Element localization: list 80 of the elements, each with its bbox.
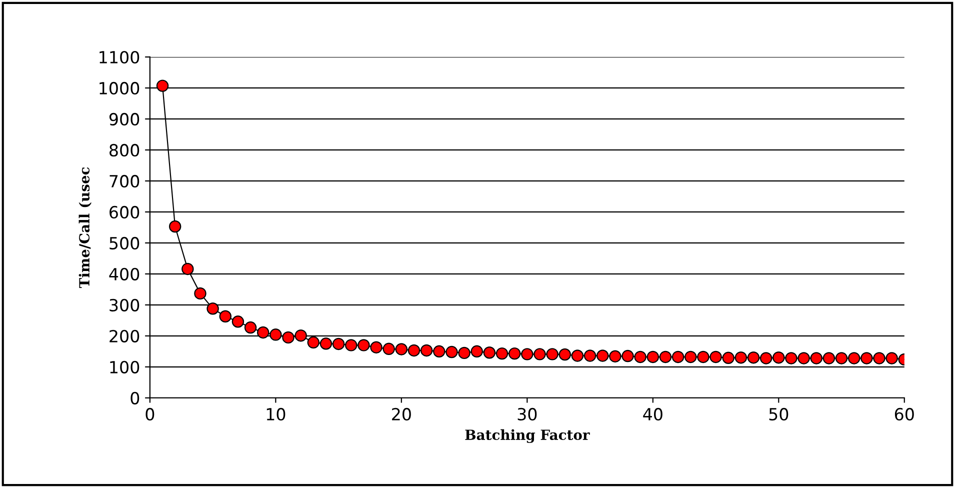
point (684, 350, 697, 364)
point (508, 347, 521, 360)
x-tick-label: 50 (769, 408, 788, 420)
point (646, 350, 660, 364)
point (622, 350, 634, 362)
point (270, 328, 282, 341)
point (873, 352, 886, 364)
point (483, 346, 496, 359)
y-tick-label: 200 (110, 330, 140, 342)
point (320, 338, 332, 350)
point (332, 338, 345, 350)
point (634, 350, 646, 364)
y-tick-label: 1000 (100, 82, 140, 95)
point (546, 348, 558, 360)
point (358, 339, 370, 352)
y-tick-label: 0 (130, 392, 140, 404)
point (345, 339, 358, 352)
point (244, 321, 257, 334)
point (307, 336, 320, 349)
point (798, 352, 810, 364)
point (558, 348, 571, 361)
point (710, 350, 722, 364)
point (835, 352, 848, 364)
point (408, 344, 420, 357)
y-tick-label: 1100 (100, 50, 140, 64)
point (760, 352, 772, 364)
point (822, 352, 836, 364)
x-tick-label: 60 (894, 408, 914, 420)
y-tick-label: 900 (109, 112, 140, 126)
point (860, 352, 873, 364)
x-tick-label: 40 (643, 408, 662, 420)
point (722, 352, 734, 364)
point (734, 351, 748, 364)
point (609, 350, 622, 362)
x-tick-label: 20 (392, 408, 411, 420)
point (785, 352, 798, 364)
point (596, 350, 609, 362)
point (370, 341, 382, 354)
y-tick-label: 100 (110, 360, 140, 374)
point (886, 352, 898, 364)
point (168, 220, 182, 233)
point (294, 329, 307, 342)
y-tick-label: 500 (110, 236, 140, 250)
point (584, 350, 596, 362)
y-tick-label: 300 (110, 298, 140, 312)
x-tick-label: 30 (518, 408, 537, 420)
point (206, 302, 219, 315)
point (182, 262, 194, 276)
y-axis-title: Time/Call (usec (78, 167, 92, 288)
x-axis-title: Batching Factor (465, 429, 590, 443)
point (521, 348, 534, 360)
point (659, 350, 672, 364)
point (772, 351, 785, 364)
point (534, 348, 546, 360)
point (458, 346, 470, 360)
point (433, 345, 446, 358)
point (395, 343, 408, 356)
point (156, 80, 169, 92)
y-tick-label: 600 (110, 206, 140, 219)
x-tick-label: 0 (146, 408, 154, 420)
point (194, 287, 206, 300)
x-tick-label: 10 (266, 408, 286, 420)
y-tick-label: 700 (110, 174, 140, 188)
point (232, 316, 244, 328)
point (420, 344, 433, 357)
point (571, 350, 584, 362)
point (496, 347, 508, 360)
point (446, 346, 458, 358)
point (747, 351, 760, 364)
point (672, 350, 684, 364)
point (282, 331, 294, 344)
point (256, 326, 270, 339)
point (810, 352, 822, 364)
point (219, 310, 232, 322)
point (697, 350, 710, 364)
y-tick-label: 800 (110, 144, 140, 157)
point (848, 352, 860, 364)
point (470, 345, 483, 358)
y-tick-label: 400 (109, 268, 140, 280)
point (382, 342, 395, 356)
